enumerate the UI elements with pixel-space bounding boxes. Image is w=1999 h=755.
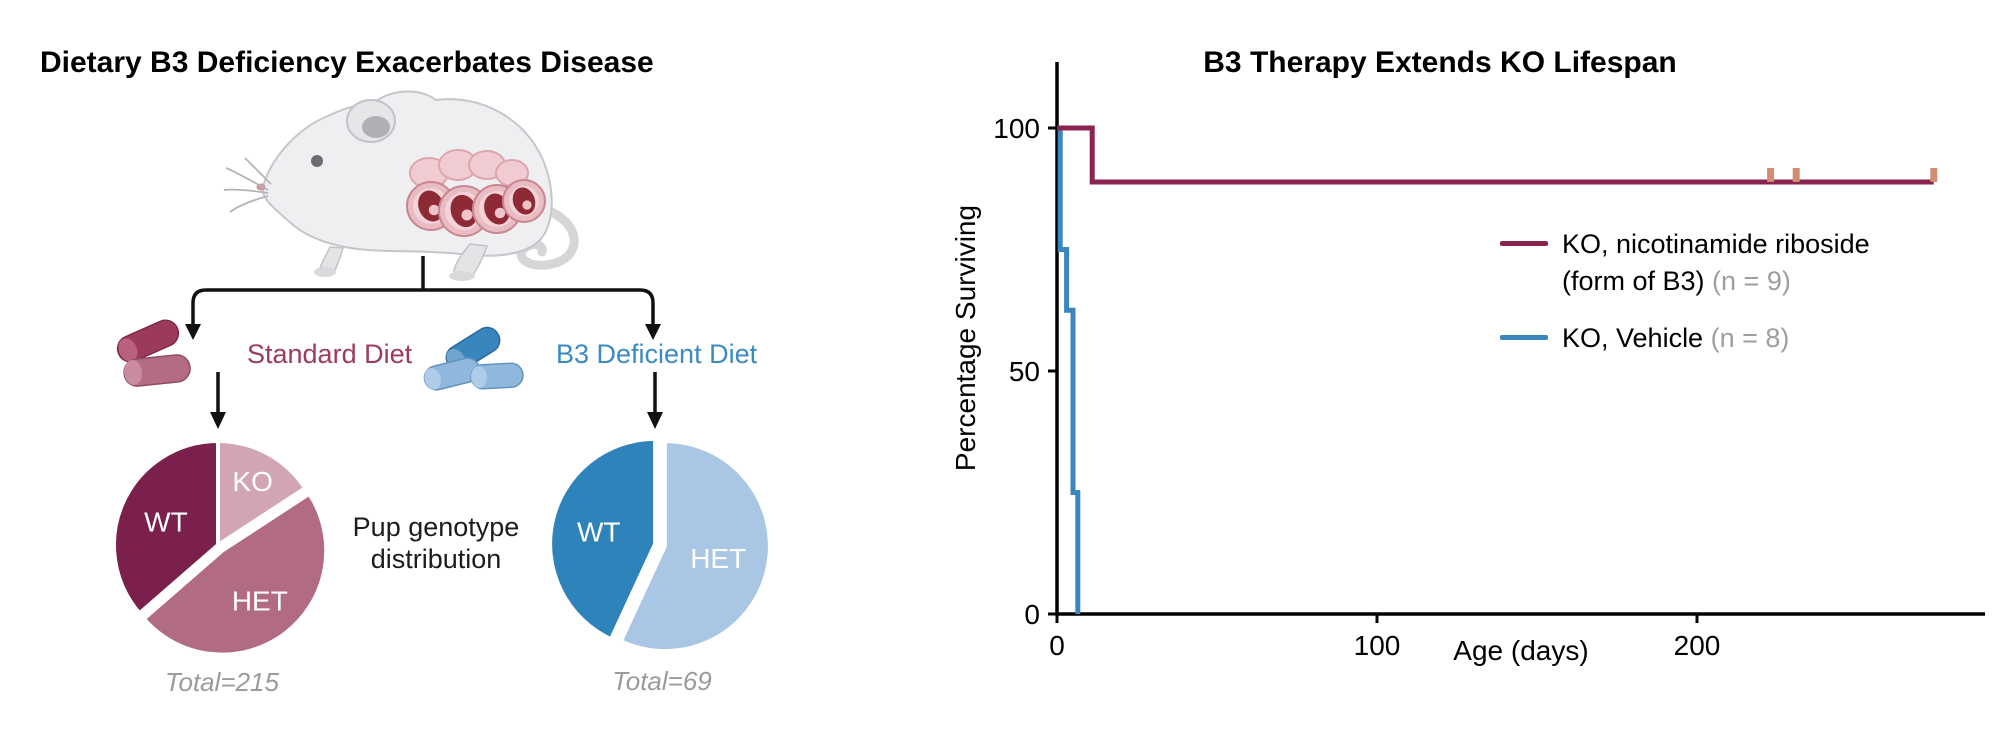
survival-curve <box>1057 125 1934 185</box>
pie-slice-wt <box>112 439 220 616</box>
legend-vehicle-n: (n = 8) <box>1710 323 1790 353</box>
pregnant-mouse-illustration <box>223 90 579 281</box>
censor-tick <box>1930 167 1938 182</box>
right-panel-title: B3 Therapy Extends KO Lifespan <box>1203 46 1676 79</box>
mouse-tail <box>516 203 579 270</box>
legend-nr-n: (n = 9) <box>1712 266 1791 296</box>
pie-slice-het <box>141 491 329 657</box>
pie-slice-label: HET <box>232 585 288 616</box>
pie-slice-label: KO <box>232 466 272 497</box>
pie-slice-label: HET <box>690 543 746 574</box>
pie-slice-ko <box>216 439 308 547</box>
km-plot: 0 50 100 0 100 200 <box>993 62 1985 661</box>
mouse-whiskers <box>223 157 272 213</box>
split-bracket <box>191 256 655 326</box>
x-tick-label: 0 <box>1049 630 1065 661</box>
legend-nr-line2: (form of B3) <box>1562 266 1705 296</box>
standard-diet-label: Standard Diet <box>247 339 413 369</box>
embryo-cluster <box>406 149 546 237</box>
food-pellets-standard-icon <box>116 319 191 387</box>
b3-deficient-diet-label: B3 Deficient Diet <box>556 339 758 369</box>
survival-curve <box>1057 125 1081 614</box>
bracket-line <box>191 288 655 326</box>
survival-chart-panel: B3 Therapy Extends KO Lifespan Percentag… <box>950 46 1985 666</box>
y-tick-label: 100 <box>993 113 1040 144</box>
pie-slice-label: WT <box>577 517 621 548</box>
total-standard: Total=215 <box>165 667 280 697</box>
mouse-eye <box>311 155 323 167</box>
legend-nr-line1: KO, nicotinamide riboside <box>1562 229 1870 259</box>
arrowhead-standard-icon <box>210 412 226 429</box>
x-tick-label: 100 <box>1354 630 1401 661</box>
y-tick-label: 0 <box>1024 599 1040 630</box>
left-panel-title: Dietary B3 Deficiency Exacerbates Diseas… <box>40 46 654 79</box>
censor-tick <box>1767 167 1775 182</box>
mouse-front-foot <box>314 267 336 277</box>
pie-standard-diet: KO HET WT <box>112 439 329 657</box>
b3-deficient-diet-arm: B3 Deficient Diet HET WT Total=69 <box>423 326 772 696</box>
x-axis-label: Age (days) <box>1453 635 1588 666</box>
x-tick-label: 200 <box>1674 630 1721 661</box>
total-b3-deficient: Total=69 <box>612 666 712 696</box>
y-axis-label: Percentage Surviving <box>950 205 981 471</box>
pie-caption-line1: Pup genotype <box>353 512 520 542</box>
censor-tick <box>1792 167 1800 182</box>
mouse-inner-ear <box>362 116 390 138</box>
legend-vehicle-label: KO, Vehicle <box>1562 323 1704 353</box>
pie-caption-line2: distribution <box>371 544 502 574</box>
y-tick-label: 50 <box>1009 356 1040 387</box>
pie-slice-het <box>618 439 772 654</box>
food-pellets-b3-deficient-icon <box>423 326 524 391</box>
arrow-down-right-icon <box>645 324 661 340</box>
legend-item-vehicle: KO, Vehicle (n = 8) <box>1500 320 1870 357</box>
pie-b3-deficient: HET WT <box>548 436 772 654</box>
chart-legend: KO, nicotinamide riboside (form of B3) (… <box>1500 226 1870 377</box>
legend-item-nr: KO, nicotinamide riboside (form of B3) (… <box>1500 226 1870 300</box>
nr-line-swatch <box>1500 241 1548 246</box>
embryo-sacs <box>406 179 546 237</box>
arrowhead-b3-icon <box>647 412 663 429</box>
standard-diet-arm: Standard Diet KO HET WT Total=215 <box>112 319 413 697</box>
diet-diagram-panel: Dietary B3 Deficiency Exacerbates Diseas… <box>40 46 772 697</box>
pie-slice-wt <box>548 436 658 642</box>
arrow-down-left-icon <box>185 324 201 340</box>
vehicle-line-swatch <box>1500 335 1548 340</box>
mouse-hind-foot <box>449 271 475 281</box>
pie-slice-label: WT <box>144 506 188 537</box>
